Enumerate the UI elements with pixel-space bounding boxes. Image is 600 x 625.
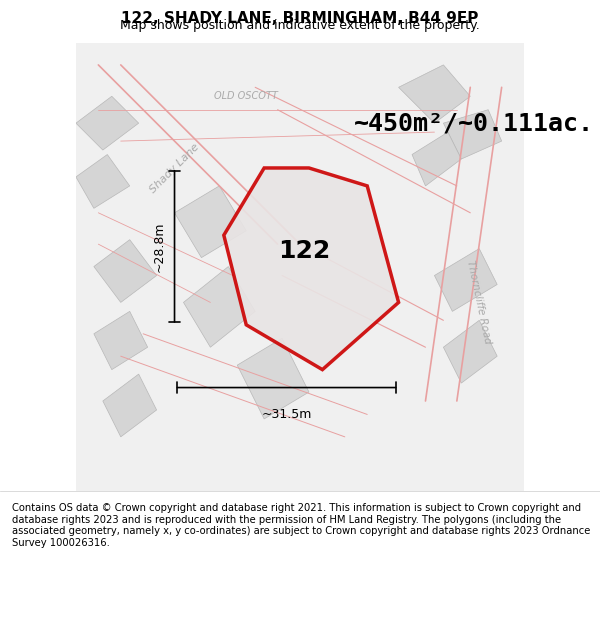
Polygon shape <box>443 321 497 383</box>
Polygon shape <box>103 374 157 437</box>
Polygon shape <box>94 311 148 369</box>
Polygon shape <box>76 96 139 150</box>
Text: ~28.8m: ~28.8m <box>152 221 166 272</box>
Polygon shape <box>184 266 255 348</box>
Polygon shape <box>224 168 398 369</box>
Polygon shape <box>76 154 130 208</box>
Text: Shady Lane: Shady Lane <box>148 141 201 194</box>
Text: 122, SHADY LANE, BIRMINGHAM, B44 9EP: 122, SHADY LANE, BIRMINGHAM, B44 9EP <box>121 11 479 26</box>
Text: ~31.5m: ~31.5m <box>262 408 312 421</box>
Text: OLD OSCOTT: OLD OSCOTT <box>214 91 278 101</box>
Polygon shape <box>412 132 461 186</box>
Polygon shape <box>434 249 497 311</box>
Polygon shape <box>175 186 246 258</box>
Polygon shape <box>443 110 502 159</box>
Polygon shape <box>237 338 309 419</box>
Text: Thorncliffe Road: Thorncliffe Road <box>466 259 493 345</box>
Text: Map shows position and indicative extent of the property.: Map shows position and indicative extent… <box>120 19 480 32</box>
Text: 122: 122 <box>278 239 331 262</box>
Text: ~450m²/~0.111ac.: ~450m²/~0.111ac. <box>354 111 594 135</box>
Polygon shape <box>94 239 157 302</box>
Text: Contains OS data © Crown copyright and database right 2021. This information is : Contains OS data © Crown copyright and d… <box>12 503 590 548</box>
Polygon shape <box>398 65 470 123</box>
